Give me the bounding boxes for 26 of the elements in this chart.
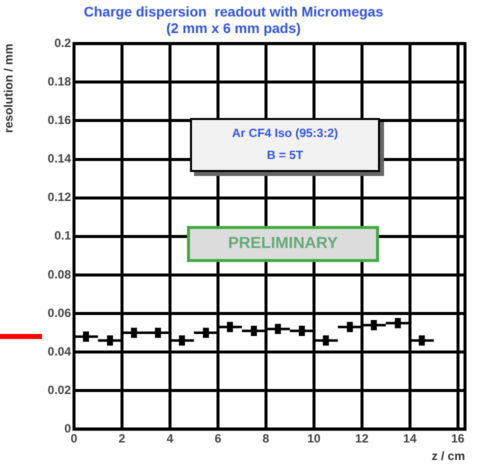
y-tick-label: 0.12 — [48, 190, 72, 204]
x-axis-title: z / cm — [432, 449, 465, 464]
y-tick-label: 0.18 — [48, 74, 72, 88]
x-tick-label: 12 — [355, 432, 369, 446]
annotation: Ar CF4 Iso (95:3:2) — [230, 125, 340, 142]
x-tick-label: 16 — [451, 432, 465, 446]
y-tick-label: 0.04 — [48, 344, 72, 358]
x-tick-label: 4 — [166, 432, 174, 446]
y-tick-label: 0.2 — [54, 36, 72, 50]
y-tick-label: 0.14 — [48, 152, 72, 166]
annotation: B = 5T — [266, 147, 304, 164]
chart-title: Charge dispersion readout with Micromegas — [84, 3, 384, 20]
y-tick-label: 0.02 — [48, 382, 72, 397]
x-tick-label: 2 — [118, 432, 126, 446]
x-tick-label: 8 — [262, 432, 270, 446]
stamp-box: PRELIMINARY — [187, 226, 379, 262]
chart-subtitle: (2 mm x 6 mm pads) — [166, 20, 301, 36]
x-tick-label: 14 — [403, 432, 417, 446]
y-axis-title: resolution / mm — [2, 44, 16, 133]
y-tick-label: 0.16 — [48, 113, 72, 128]
y-tick-label: 0.08 — [48, 267, 72, 282]
y-tick-label: 0 — [64, 422, 72, 436]
x-tick-label: 10 — [307, 432, 321, 446]
y-tick-label: 0.1 — [54, 228, 72, 243]
y-tick-label: 0.06 — [48, 306, 72, 320]
x-tick-label: 6 — [214, 432, 222, 446]
